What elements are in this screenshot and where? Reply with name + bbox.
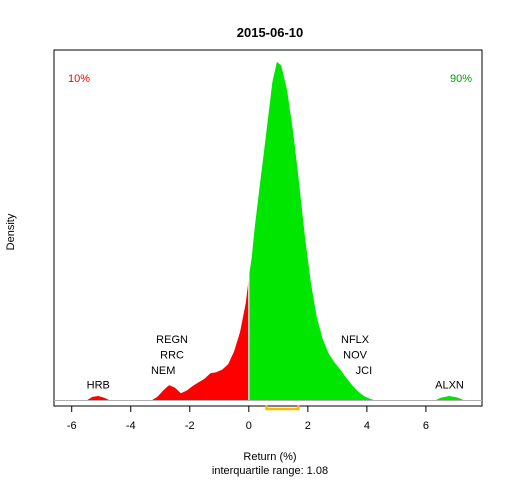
axes: -6 -4 -2 0 2 4 6 xyxy=(53,49,483,432)
ticker-annotations: HRB REGN RRC NEM NFLX NOV JCI ALXN xyxy=(87,334,464,392)
x-tick-label: -4 xyxy=(126,420,136,432)
x-axis-label: Return (%) xyxy=(243,451,296,463)
negative-density-area xyxy=(86,277,249,401)
x-tick-label: -6 xyxy=(67,420,77,432)
density-areas xyxy=(86,61,465,401)
ticker-label: NEM xyxy=(151,365,175,377)
chart-title: 2015-06-10 xyxy=(237,25,304,40)
x-tick-label: 6 xyxy=(423,420,429,432)
y-axis-label: Density xyxy=(5,213,17,250)
ticker-label: RRC xyxy=(160,350,184,362)
positive-density-area xyxy=(248,61,465,401)
ticker-label: ALXN xyxy=(435,380,464,392)
iqr-subtitle: interquartile range: 1.08 xyxy=(212,465,328,477)
percentile-high-label: 90% xyxy=(450,73,472,85)
ticker-label: REGN xyxy=(156,334,188,346)
x-tick-label: -2 xyxy=(185,420,195,432)
ticker-label: HRB xyxy=(87,380,110,392)
x-tick-label: 2 xyxy=(305,420,311,432)
ticker-label: NFLX xyxy=(341,334,370,346)
iqr-bracket xyxy=(265,405,300,411)
percentile-low-label: 10% xyxy=(68,73,90,85)
x-tick-label: 4 xyxy=(364,420,370,432)
x-tick-label: 0 xyxy=(246,420,252,432)
ticker-label: NOV xyxy=(343,350,368,362)
ticker-label: JCI xyxy=(356,365,373,377)
